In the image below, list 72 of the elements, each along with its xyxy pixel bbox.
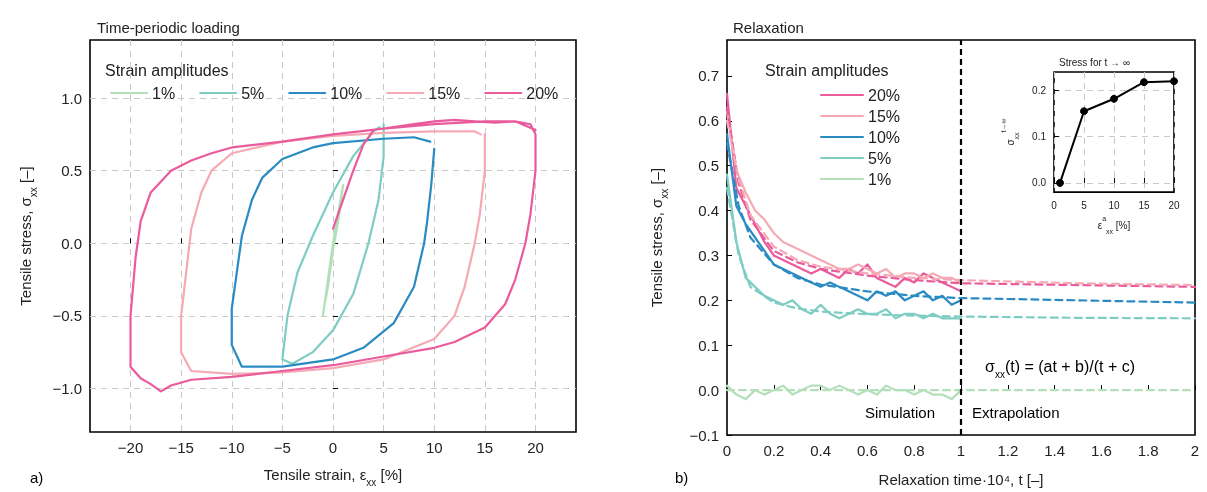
x-tick-label: −20 [117,439,144,456]
y-tick-label: 0.6 [698,112,719,130]
y-tick-label: −1.0 [52,379,82,397]
point [1110,94,1118,103]
annotation: Extrapolation [972,404,1060,421]
x-tick-label: 1.6 [1090,442,1112,459]
legend-label: 10% [868,128,901,146]
line-series [281,123,385,365]
y-tick-label: −0.5 [52,307,82,325]
y-tick-label: 0.1 [1032,131,1047,143]
x-tick-label: 5 [379,439,388,456]
legend-title: Strain amplitudes [765,61,889,79]
y-tick-label: 0.0 [698,381,719,399]
legend-title: Strain amplitudes [105,61,229,79]
x-tick-label: 1 [956,442,966,459]
chart-title: Relaxation [733,19,804,36]
legend-label: 5% [868,149,892,167]
legend-label: 20% [526,84,559,102]
x-tick-label: 0.8 [903,442,925,459]
x-tick-label: 0 [328,439,338,456]
y-tick-label: −0.1 [689,426,719,444]
y-tick-label: 0.5 [61,162,82,180]
x-axis-title: Relaxation time·10⁴, t [–] [878,471,1044,488]
line-series [230,136,436,368]
x-tick-label: −15 [168,439,194,456]
y-axis-title: Tensile stress, σxx [–] [17,166,39,306]
legend-label: 15% [868,107,901,125]
annotation: Simulation [865,404,936,421]
legend-label: 1% [868,170,892,188]
x-tick-label: 15 [476,439,494,456]
point [1140,78,1148,87]
x-tick-label: 0.4 [810,442,832,459]
x-tick-label: 20 [1168,199,1180,211]
x-tick-label: 0.6 [856,442,878,459]
legend-label: 5% [241,84,265,102]
x-tick-label: 1.2 [997,442,1019,459]
text: a) [30,469,44,486]
line-series [180,130,486,376]
line-series [321,184,345,317]
y-tick-label: 0.2 [698,291,719,309]
x-tick-label: 0.2 [763,442,785,459]
x-tick-label: 5 [1081,199,1088,211]
y-tick-label: 1.0 [61,89,82,107]
y-tick-label: 0.0 [61,234,82,252]
y-tick-label: 0.7 [698,67,719,85]
point [1170,77,1178,86]
x-tick-label: 1.8 [1137,442,1159,459]
x-tick-label: 20 [527,439,544,456]
x-tick-label: 15 [1138,199,1150,211]
x-tick-label: −10 [219,439,245,456]
y-tick-label: 0.0 [1032,177,1047,189]
y-axis-title: Tensile stress, σxx [–] [648,167,670,308]
point [1080,107,1088,116]
legend-label: 1% [152,84,176,102]
y-tick-label: 0.2 [1032,84,1047,96]
chart-title: Stress for t → ∞ [1059,56,1131,68]
x-tick-label: 1.4 [1044,442,1066,459]
x-tick-label: −5 [273,439,291,456]
text: b) [675,469,689,486]
legend-label: 10% [330,84,363,102]
legend-label: 20% [868,86,901,104]
y-tick-label: 0.3 [698,246,719,264]
y-tick-label: 0.5 [698,157,719,175]
x-tick-label: 0 [1051,199,1058,211]
x-tick-label: 10 [1108,199,1120,211]
chart-title: Time-periodic loading [97,19,240,36]
x-tick-label: 2 [1190,442,1200,459]
x-tick-label: 10 [425,439,443,456]
line-series [129,118,537,393]
y-tick-label: 0.1 [698,336,719,354]
x-tick-label: 0 [722,442,732,459]
legend-label: 15% [428,84,461,102]
